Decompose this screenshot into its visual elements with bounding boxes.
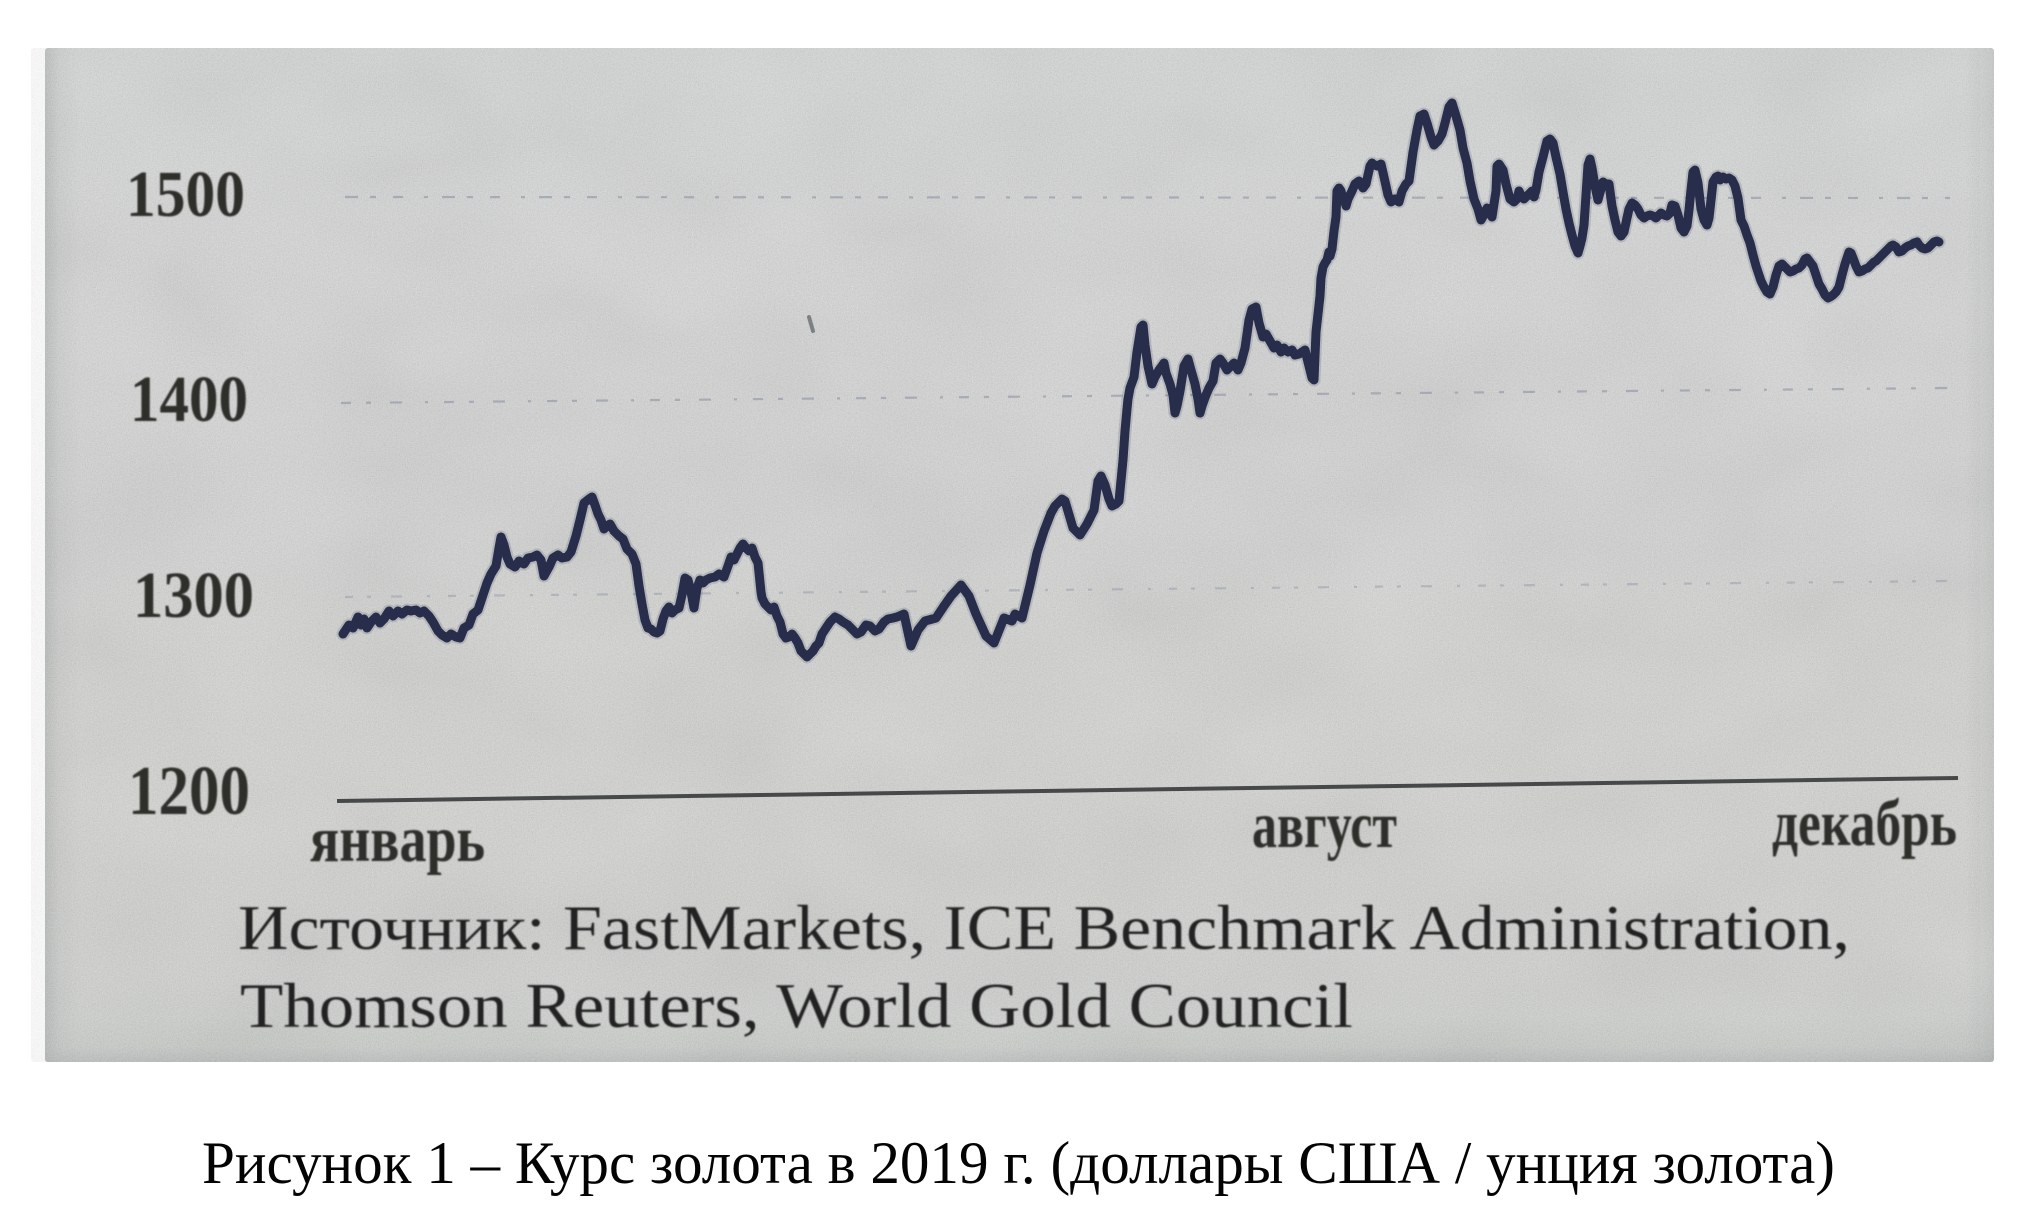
- svg-text:1400: 1400: [130, 363, 248, 436]
- svg-text:август: август: [1252, 789, 1397, 862]
- svg-text:1200: 1200: [128, 753, 250, 830]
- svg-text:1500: 1500: [126, 158, 245, 231]
- svg-text:Рисунок 1 – Курс золота в 2019: Рисунок 1 – Курс золота в 2019 г. (долла…: [202, 1130, 1835, 1196]
- svg-text:декабрь: декабрь: [1772, 787, 1957, 860]
- svg-text:январь: январь: [310, 803, 485, 876]
- svg-text:Источник: FastMarkets, ICE Ben: Источник: FastMarkets, ICE Benchmark Adm…: [238, 892, 1850, 963]
- svg-text:1300: 1300: [133, 559, 254, 632]
- svg-text:Thomson Reuters, World Gold Co: Thomson Reuters, World Gold Council: [240, 970, 1353, 1041]
